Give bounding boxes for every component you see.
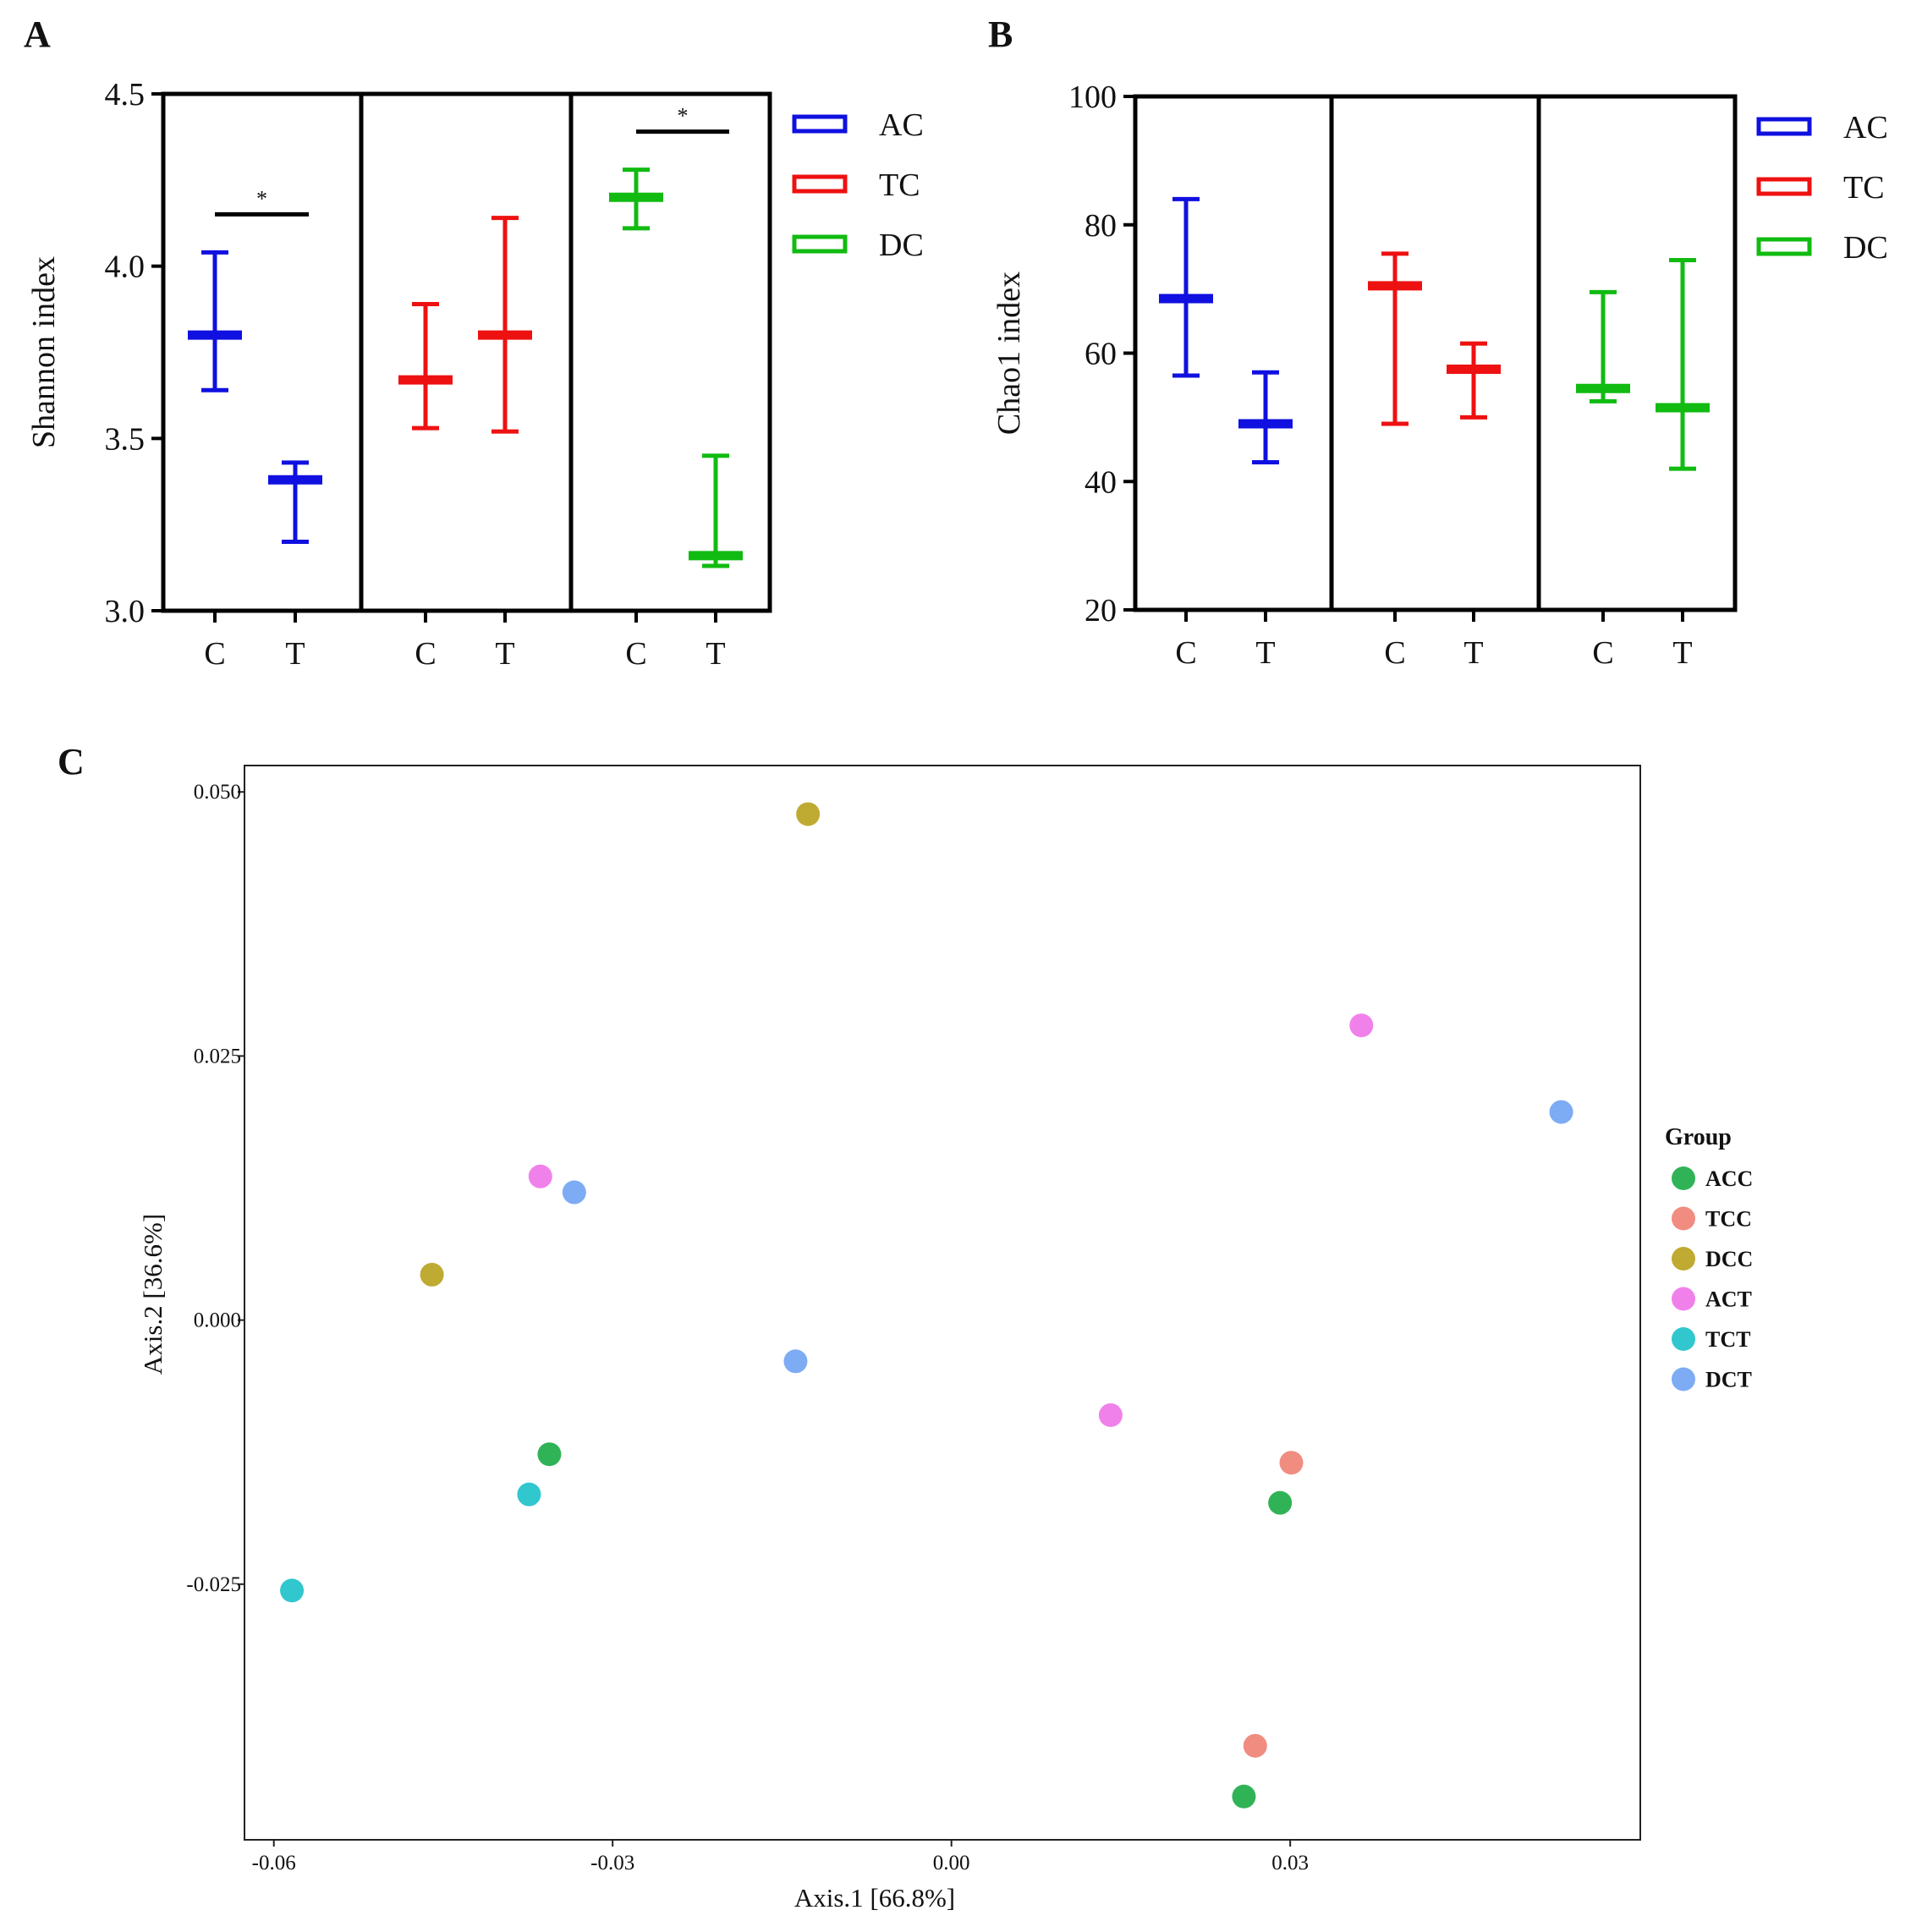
legend-label: DCC — [1705, 1247, 1753, 1271]
y-tick-label: 80 — [1085, 208, 1117, 244]
data-point-acc — [1268, 1490, 1293, 1515]
legend-label: TC — [1843, 170, 1885, 206]
legend-label: ACT — [1705, 1287, 1752, 1312]
y-tick-label: 40 — [1085, 464, 1117, 500]
data-point-act — [1098, 1402, 1123, 1427]
significance-star: * — [256, 186, 267, 211]
legend-swatch — [1756, 237, 1812, 256]
x-tick-label: C — [415, 636, 436, 672]
x-tick-label: T — [1672, 635, 1692, 671]
panel-label-a: A — [24, 14, 51, 55]
legend-marker — [1672, 1247, 1695, 1271]
data-point-dcc — [796, 802, 821, 826]
legend-swatch — [792, 234, 848, 254]
x-tick-label: C — [1592, 635, 1613, 671]
legend-label: AC — [879, 107, 924, 143]
x-tick-label: T — [495, 636, 514, 672]
legend-marker — [1672, 1206, 1695, 1231]
legend-label: TCC — [1705, 1207, 1752, 1232]
data-point-act — [1349, 1013, 1374, 1038]
x-tick-label: T — [1255, 635, 1275, 671]
y-axis-label: Chao1 index — [991, 272, 1027, 435]
plot-frame — [1133, 94, 1738, 612]
data-point-dct — [783, 1349, 808, 1374]
y-axis-label: Axis.2 [36.6%] — [138, 1214, 167, 1375]
chart-c-pcoa: -0.06 -0.03 0.00 0.03 0.050 0.025 0.000 -0.025 A… — [138, 765, 1753, 1913]
panel-label-b: B — [988, 14, 1013, 55]
legend-marker — [1672, 1287, 1695, 1311]
significance-star: * — [678, 104, 689, 129]
legend-swatch — [1756, 177, 1812, 196]
x-axis-label: Axis.1 [66.8%] — [794, 1883, 955, 1913]
legend-label: ACC — [1705, 1166, 1753, 1191]
chart-a-shannon: 3.0 3.5 4.0 4.5 Shannon index C T * AC C T TC C T * DC — [26, 77, 924, 672]
legend-label: DCT — [1705, 1368, 1752, 1392]
y-axis-label: Shannon index — [26, 256, 62, 448]
x-tick-label: 0.03 — [1271, 1852, 1309, 1874]
x-tick-label: 0.00 — [933, 1852, 970, 1874]
y-tick-label: 3.0 — [105, 594, 146, 629]
data-point-dcc — [420, 1262, 444, 1287]
data-point-dct — [562, 1180, 586, 1205]
legend-swatch — [792, 174, 848, 194]
legend-label: TC — [879, 167, 920, 203]
x-tick-label: C — [625, 636, 646, 672]
data-point-tct — [517, 1482, 541, 1507]
data-point-act — [528, 1164, 552, 1188]
plot-frame — [244, 765, 1641, 1841]
data-point-tcc — [1279, 1451, 1304, 1475]
x-tick-label: -0.06 — [252, 1852, 296, 1874]
x-tick-label: C — [1175, 635, 1196, 671]
y-tick-label: 60 — [1085, 337, 1117, 372]
legend-swatch — [792, 114, 848, 134]
y-tick-label: 0.000 — [194, 1309, 241, 1332]
legend-marker — [1672, 1367, 1695, 1391]
plot-frame — [161, 91, 772, 613]
x-tick-label: -0.03 — [590, 1852, 634, 1874]
x-tick-label: T — [706, 636, 725, 672]
data-point-dct — [1549, 1100, 1573, 1124]
legend-label: AC — [1843, 110, 1888, 145]
legend-marker — [1672, 1327, 1695, 1351]
y-tick-label: 0.025 — [194, 1045, 241, 1068]
y-tick-label: 20 — [1085, 593, 1117, 628]
data-point-acc — [1232, 1784, 1256, 1809]
y-tick-label: 0.050 — [194, 781, 241, 804]
x-tick-label: C — [204, 636, 225, 672]
data-point-tct — [280, 1578, 305, 1603]
x-tick-label: T — [1463, 635, 1483, 671]
y-tick-label: -0.025 — [186, 1573, 241, 1596]
data-point-acc — [537, 1442, 562, 1467]
chart-b-chao1: 20 40 60 80 100 Chao1 index C T AC C T TC C T DC — [991, 80, 1888, 671]
legend-label: DC — [879, 228, 924, 263]
data-point-tcc — [1243, 1733, 1267, 1758]
y-tick-label: 4.0 — [105, 250, 146, 285]
x-tick-label: T — [285, 636, 305, 672]
legend-title: Group — [1665, 1124, 1732, 1150]
legend-swatch — [1756, 117, 1812, 136]
panel-label-c: C — [58, 741, 85, 782]
y-tick-label: 4.5 — [105, 77, 146, 113]
y-tick-label: 100 — [1068, 80, 1117, 115]
legend-label: DC — [1843, 230, 1888, 266]
y-tick-label: 3.5 — [105, 421, 146, 457]
legend-marker — [1672, 1166, 1695, 1190]
x-tick-label: C — [1384, 635, 1405, 671]
legend-label: TCT — [1705, 1327, 1750, 1352]
